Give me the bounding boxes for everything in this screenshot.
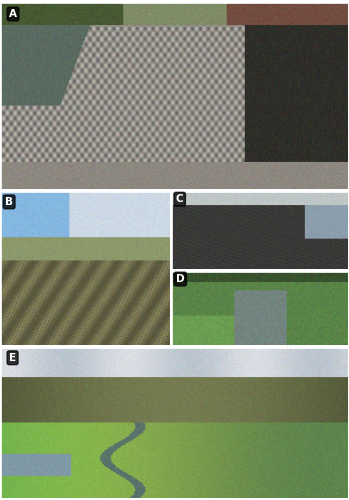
Text: E: E	[9, 353, 16, 363]
Text: A: A	[9, 9, 17, 19]
Text: C: C	[176, 194, 184, 204]
Text: D: D	[176, 274, 185, 284]
Text: B: B	[5, 197, 13, 207]
